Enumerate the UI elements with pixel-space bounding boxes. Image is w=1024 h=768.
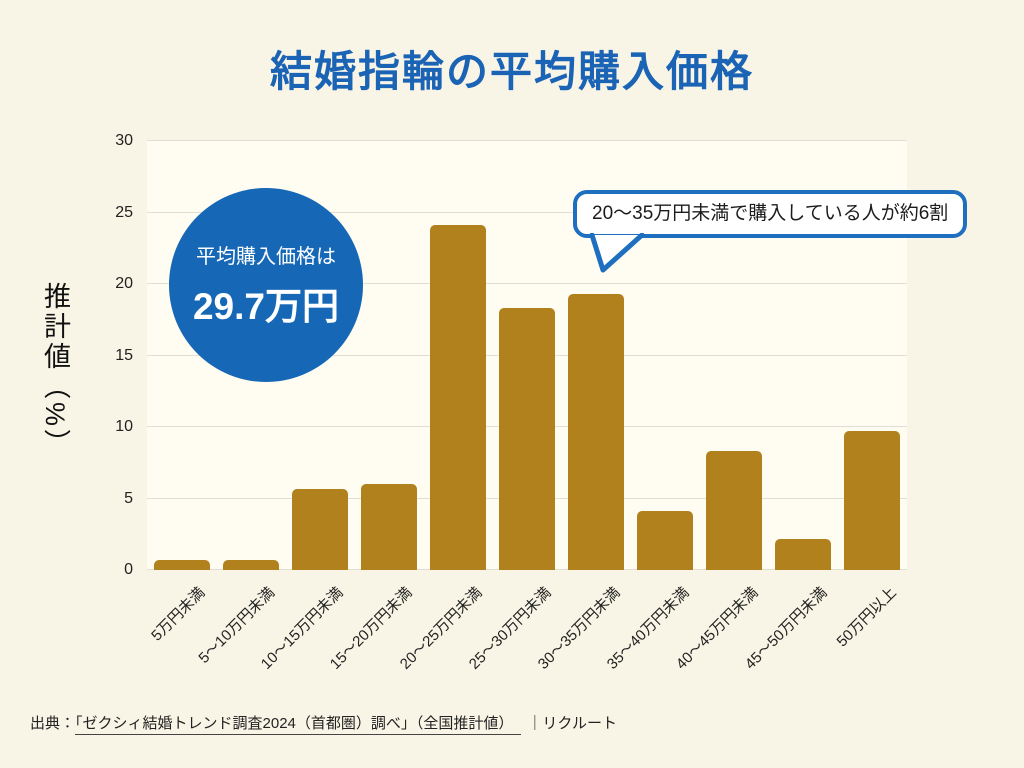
bar-slot bbox=[423, 141, 492, 570]
bar bbox=[775, 538, 832, 570]
callout-tail bbox=[589, 233, 645, 273]
bar bbox=[360, 484, 417, 570]
source-prefix: 出典： bbox=[30, 715, 76, 732]
x-tick-label: 40～45万円未満 bbox=[672, 584, 762, 673]
bar-slot bbox=[700, 141, 769, 570]
bar-slot bbox=[492, 141, 561, 570]
y-tick-label: 10 bbox=[115, 418, 133, 436]
x-tick-label: 10～15万円未満 bbox=[258, 584, 347, 673]
bar bbox=[499, 308, 556, 570]
bar bbox=[706, 451, 763, 570]
y-tick-label: 0 bbox=[124, 561, 133, 578]
bar bbox=[637, 511, 694, 570]
x-tick-label: 5～10万円未満 bbox=[195, 584, 278, 667]
bar-slot bbox=[562, 141, 631, 570]
bar bbox=[568, 294, 625, 570]
x-axis-labels: 5万円未満 5～10万円未満 10～15万円未満 15～20万円未満 20～25万円未満… bbox=[147, 576, 907, 706]
y-axis-ticks: 0 5 10 15 20 25 30 bbox=[0, 132, 137, 578]
x-tick-label: 25～30万円未満 bbox=[465, 584, 555, 673]
bar bbox=[153, 560, 210, 570]
bar-slot bbox=[216, 141, 285, 570]
source-suffix: ｜リクルート bbox=[527, 715, 617, 732]
x-tick-label: 45～50万円未満 bbox=[741, 584, 831, 673]
callout-text: 20〜35万円未満で購入している人が約6割 bbox=[592, 203, 949, 224]
gridline bbox=[147, 211, 907, 213]
gridline bbox=[147, 140, 907, 141]
bar-slot bbox=[631, 141, 700, 570]
y-tick-label: 5 bbox=[124, 489, 133, 507]
x-tick-label: 5万円未満 bbox=[148, 584, 209, 645]
y-tick-label: 20 bbox=[115, 275, 133, 293]
source-link[interactable]: 「ゼクシィ結婚トレンド調査2024（首都圏）調べ」（全国推計値） bbox=[75, 715, 522, 735]
badge-caption: 平均購入価格は bbox=[196, 246, 336, 268]
bars-container bbox=[147, 141, 907, 570]
average-price-badge: 平均購入価格は 29.7万円 bbox=[169, 188, 363, 382]
x-tick-label: 50万円以上 bbox=[833, 584, 900, 651]
bar bbox=[222, 560, 279, 570]
bar-slot bbox=[147, 141, 216, 570]
bar bbox=[844, 431, 901, 570]
x-tick-label: 15～20万円未満 bbox=[327, 584, 416, 673]
x-tick-label: 20～25万円未満 bbox=[396, 584, 486, 673]
bar-slot bbox=[285, 141, 354, 570]
bar bbox=[429, 225, 486, 570]
page-title: 結婚指輪の平均購入価格 bbox=[269, 48, 754, 95]
y-axis-label: 推計値（%） bbox=[40, 282, 70, 460]
callout-bubble: 20〜35万円未満で購入している人が約6割 bbox=[573, 190, 968, 238]
source-note: 出典：「ゼクシィ結婚トレンド調査2024（首都圏）調べ」（全国推計値） ｜リクルー… bbox=[30, 712, 617, 735]
y-tick-label: 30 bbox=[115, 132, 133, 149]
y-tick-label: 15 bbox=[115, 346, 133, 364]
y-tick-label: 25 bbox=[115, 203, 133, 221]
bar bbox=[291, 488, 348, 570]
bar-slot bbox=[838, 141, 907, 570]
badge-value: 29.7万円 bbox=[192, 286, 339, 327]
x-tick-label: 35～40万円未満 bbox=[603, 584, 693, 673]
gridline bbox=[147, 283, 907, 285]
bar-slot bbox=[769, 141, 838, 570]
bar-slot bbox=[354, 141, 423, 570]
x-tick-label: 30～35万円未満 bbox=[534, 584, 624, 673]
